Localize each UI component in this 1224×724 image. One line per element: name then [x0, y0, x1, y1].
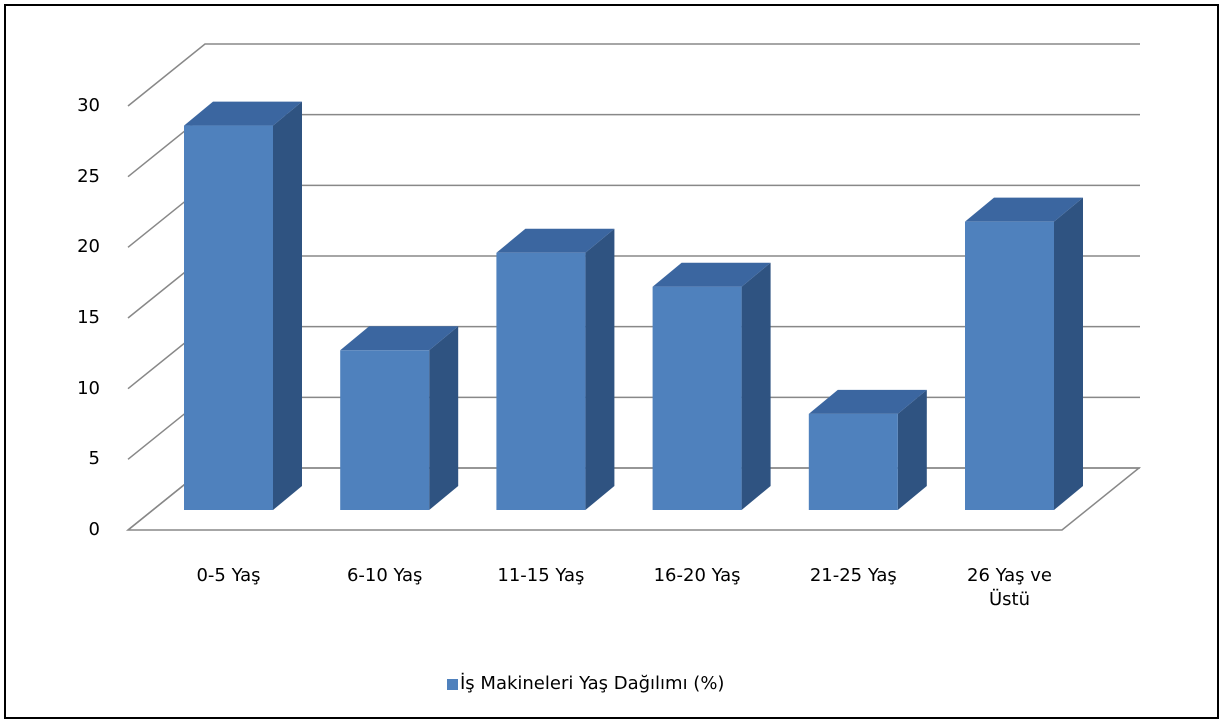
bar-side: [741, 262, 771, 510]
frame: [4, 4, 1219, 719]
y-tick-label: 10: [77, 377, 100, 399]
bar-side: [273, 101, 302, 510]
x-tick-label: 26 Yaş ve Üstü: [967, 565, 1052, 610]
bar: [808, 413, 898, 510]
bar: [184, 125, 273, 510]
bar: [340, 350, 430, 510]
bar-top: [965, 197, 1083, 222]
x-tick-label: 0-5 Yaş: [196, 565, 261, 586]
y-tick-label: 20: [77, 236, 100, 258]
bar-side: [585, 228, 615, 511]
bar-top: [808, 389, 927, 414]
bar-side: [1054, 197, 1083, 510]
bar-top: [496, 228, 615, 253]
bar-top: [652, 262, 771, 287]
bar-side: [429, 326, 459, 510]
y-tick-label: 25: [77, 165, 100, 187]
bar: [652, 286, 742, 510]
bar-side: [897, 389, 927, 510]
x-tick-label: 11-15 Yaş: [497, 565, 585, 586]
grid-line: [127, 43, 1140, 107]
y-tick-label: 30: [77, 95, 100, 116]
bar: [965, 221, 1054, 510]
bar: [496, 252, 586, 511]
y-tick-label: 15: [77, 307, 100, 328]
bar-top: [340, 326, 459, 351]
x-tick-label: 21-25 Yaş: [809, 565, 897, 586]
y-tick-label: 5: [88, 448, 100, 470]
x-tick-label: 16-20 Yaş: [653, 565, 741, 586]
legend-label: İş Makineleri Yaş Dağılımı (%): [460, 673, 725, 694]
legend-swatch: [447, 679, 458, 690]
bar-top: [184, 101, 302, 126]
y-tick-label: 0: [88, 519, 100, 540]
x-tick-label: 6-10 Yaş: [346, 565, 423, 586]
